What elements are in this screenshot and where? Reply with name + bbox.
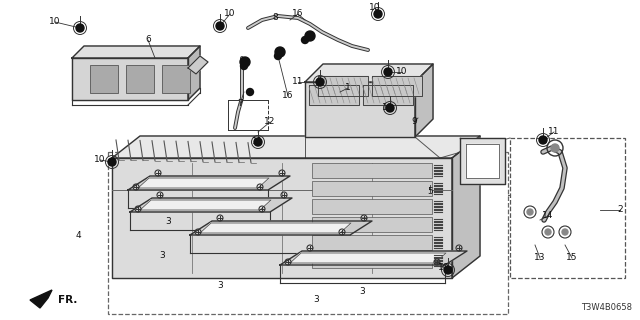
Text: 7: 7 — [237, 100, 243, 108]
Polygon shape — [318, 76, 368, 96]
Text: 3: 3 — [217, 282, 223, 291]
Circle shape — [545, 229, 551, 235]
Polygon shape — [138, 178, 269, 188]
Polygon shape — [305, 64, 433, 82]
Text: 3: 3 — [159, 252, 165, 260]
Text: 12: 12 — [264, 117, 276, 126]
Text: 10: 10 — [396, 68, 408, 76]
Text: 1: 1 — [345, 84, 351, 92]
Circle shape — [386, 104, 394, 112]
FancyBboxPatch shape — [90, 65, 118, 93]
Polygon shape — [190, 221, 372, 235]
Circle shape — [384, 68, 392, 76]
Text: 6: 6 — [145, 36, 151, 44]
Text: 3: 3 — [359, 287, 365, 297]
Text: 14: 14 — [542, 212, 554, 220]
Text: 8: 8 — [272, 13, 278, 22]
Polygon shape — [305, 82, 415, 137]
Circle shape — [108, 158, 116, 166]
Text: 5: 5 — [427, 188, 433, 196]
Polygon shape — [188, 46, 200, 100]
Polygon shape — [72, 58, 188, 100]
Polygon shape — [460, 138, 505, 184]
Circle shape — [527, 209, 533, 215]
Circle shape — [275, 52, 282, 60]
Text: 11: 11 — [292, 77, 304, 86]
Text: 16: 16 — [282, 92, 294, 100]
Polygon shape — [290, 253, 446, 263]
Text: 10: 10 — [224, 10, 236, 19]
Text: 10: 10 — [94, 156, 106, 164]
FancyBboxPatch shape — [312, 217, 432, 232]
Polygon shape — [466, 144, 499, 178]
Circle shape — [374, 10, 382, 18]
Polygon shape — [372, 76, 422, 96]
Text: 4: 4 — [75, 231, 81, 241]
Circle shape — [240, 57, 250, 67]
Text: 2: 2 — [617, 205, 623, 214]
Polygon shape — [363, 85, 413, 105]
Polygon shape — [188, 56, 208, 74]
Text: 10: 10 — [369, 4, 381, 12]
Polygon shape — [452, 136, 480, 278]
Polygon shape — [72, 46, 200, 58]
Polygon shape — [130, 198, 292, 212]
Circle shape — [241, 62, 248, 69]
Circle shape — [254, 138, 262, 146]
Text: 3: 3 — [165, 218, 171, 227]
FancyBboxPatch shape — [312, 163, 432, 178]
Circle shape — [539, 136, 547, 144]
FancyBboxPatch shape — [126, 65, 154, 93]
Circle shape — [444, 266, 452, 274]
Polygon shape — [112, 158, 452, 278]
Polygon shape — [128, 176, 290, 190]
Circle shape — [562, 229, 568, 235]
Text: T3W4B0658: T3W4B0658 — [581, 303, 632, 312]
Text: 3: 3 — [313, 295, 319, 305]
Circle shape — [275, 47, 285, 57]
Text: 10: 10 — [49, 18, 61, 27]
Text: 11: 11 — [252, 138, 264, 147]
Circle shape — [316, 78, 324, 86]
Text: 10: 10 — [438, 263, 450, 273]
Text: 9: 9 — [411, 117, 417, 126]
Polygon shape — [140, 200, 271, 210]
Circle shape — [76, 24, 84, 32]
Circle shape — [216, 22, 224, 30]
Text: 11: 11 — [548, 127, 560, 137]
Circle shape — [305, 31, 315, 41]
FancyBboxPatch shape — [312, 235, 432, 250]
Polygon shape — [309, 85, 359, 105]
Polygon shape — [112, 136, 480, 158]
Polygon shape — [30, 290, 52, 308]
Text: 10: 10 — [382, 103, 394, 113]
FancyBboxPatch shape — [312, 181, 432, 196]
FancyBboxPatch shape — [312, 253, 432, 268]
Text: FR.: FR. — [58, 295, 77, 305]
Circle shape — [551, 144, 559, 152]
Polygon shape — [415, 64, 433, 137]
Polygon shape — [280, 251, 467, 265]
Polygon shape — [200, 223, 351, 233]
Text: 16: 16 — [292, 10, 304, 19]
Circle shape — [246, 89, 253, 95]
Text: 15: 15 — [566, 253, 578, 262]
FancyBboxPatch shape — [312, 199, 432, 214]
Text: 13: 13 — [534, 253, 546, 262]
Circle shape — [301, 36, 308, 44]
FancyBboxPatch shape — [162, 65, 190, 93]
